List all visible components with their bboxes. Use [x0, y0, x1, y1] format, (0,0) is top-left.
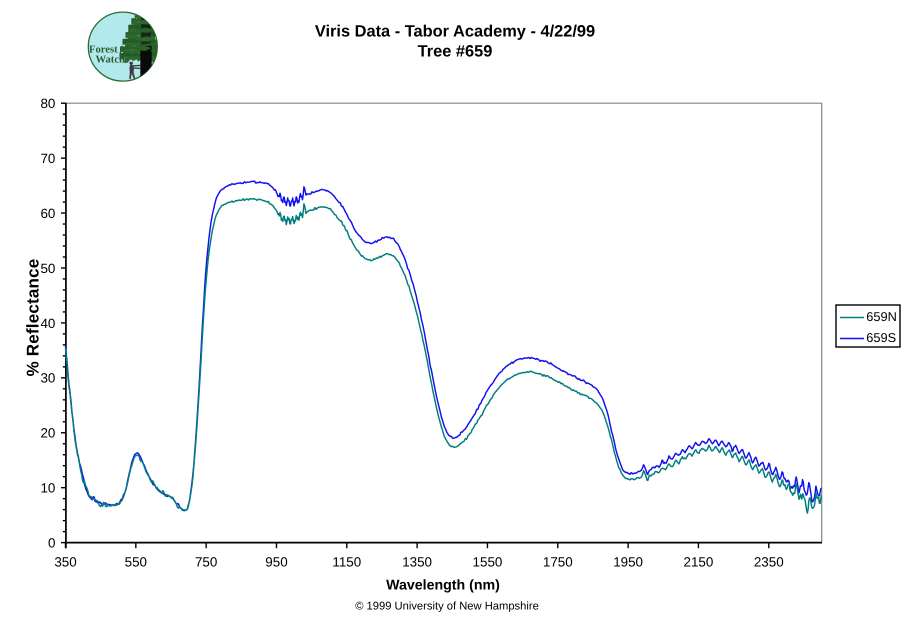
svg-text:© 1999 University of New Hamps: © 1999 University of New Hampshire — [355, 600, 539, 612]
svg-text:2150: 2150 — [684, 555, 714, 570]
svg-text:30: 30 — [40, 371, 55, 386]
svg-text:1350: 1350 — [402, 554, 432, 569]
svg-text:% Reflectance: % Reflectance — [24, 259, 43, 377]
svg-text:950: 950 — [265, 554, 287, 569]
svg-text:1150: 1150 — [332, 554, 361, 569]
svg-text:Forest: Forest — [89, 44, 118, 55]
svg-text:1550: 1550 — [473, 555, 503, 570]
svg-text:550: 550 — [125, 554, 147, 569]
svg-text:50: 50 — [40, 261, 55, 276]
svg-text:0: 0 — [48, 535, 55, 550]
svg-text:60: 60 — [40, 206, 55, 221]
svg-text:40: 40 — [40, 316, 55, 331]
svg-text:1750: 1750 — [543, 555, 573, 570]
svg-text:659N: 659N — [866, 309, 897, 324]
svg-text:350: 350 — [54, 554, 76, 569]
svg-text:2350: 2350 — [754, 555, 784, 570]
svg-text:1950: 1950 — [613, 555, 643, 570]
svg-text:659S: 659S — [866, 330, 896, 345]
svg-text:Viris Data - Tabor Academy - 4: Viris Data - Tabor Academy - 4/22/99 — [315, 22, 595, 40]
svg-text:750: 750 — [195, 554, 217, 569]
svg-text:70: 70 — [40, 151, 55, 166]
svg-text:Wavelength (nm): Wavelength (nm) — [386, 577, 500, 593]
svg-text:Watch: Watch — [96, 55, 126, 66]
svg-text:80: 80 — [40, 96, 55, 111]
svg-text:Tree #659: Tree #659 — [418, 43, 493, 61]
svg-text:10: 10 — [40, 481, 55, 496]
svg-text:20: 20 — [40, 426, 55, 441]
